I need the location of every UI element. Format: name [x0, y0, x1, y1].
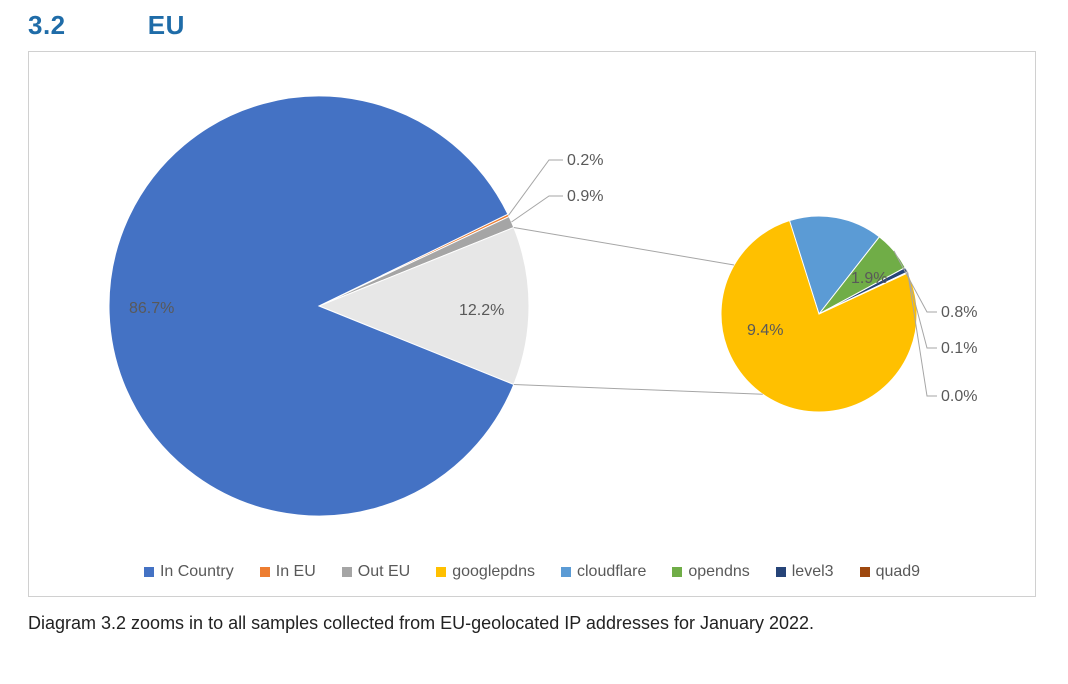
pie-of-pie-chart — [29, 52, 1035, 548]
legend-item: Out EU — [342, 563, 410, 581]
legend-swatch — [860, 567, 870, 577]
legend-label: opendns — [688, 563, 749, 581]
legend-swatch — [260, 567, 270, 577]
section-title: EU — [148, 10, 185, 40]
legend-swatch — [342, 567, 352, 577]
legend-swatch — [672, 567, 682, 577]
legend-item: level3 — [776, 563, 834, 581]
legend-item: In Country — [144, 563, 234, 581]
label-out-eu: 0.9% — [567, 188, 603, 206]
label-level3: 0.1% — [941, 340, 977, 358]
label-opendns: 0.8% — [941, 304, 977, 322]
section-heading: 3.2 EU — [28, 10, 1040, 41]
label-breakout: 12.2% — [459, 302, 504, 320]
legend-swatch — [144, 567, 154, 577]
legend-label: cloudflare — [577, 563, 646, 581]
legend-item: googlepdns — [436, 563, 535, 581]
legend-swatch — [436, 567, 446, 577]
page: 3.2 EU 86.7% 0.2% 0.9% 12.2% 9.4% 1.9% 0… — [0, 0, 1068, 684]
legend-label: In Country — [160, 563, 234, 581]
chart-area: 86.7% 0.2% 0.9% 12.2% 9.4% 1.9% 0.8% 0.1… — [29, 52, 1035, 548]
chart-legend: In Country In EU Out EU googlepdns cloudflar… — [29, 548, 1035, 596]
legend-label: In EU — [276, 563, 316, 581]
legend-item: cloudflare — [561, 563, 646, 581]
section-number: 3.2 — [28, 10, 140, 41]
chart-caption: Diagram 3.2 zooms in to all samples coll… — [28, 611, 848, 635]
label-cloudflare: 1.9% — [851, 270, 887, 288]
legend-label: googlepdns — [452, 563, 535, 581]
label-in-eu: 0.2% — [567, 152, 603, 170]
legend-item: In EU — [260, 563, 316, 581]
legend-label: quad9 — [876, 563, 921, 581]
label-googlepdns: 9.4% — [747, 322, 783, 340]
legend-label: level3 — [792, 563, 834, 581]
legend-item: quad9 — [860, 563, 921, 581]
label-in-country: 86.7% — [129, 300, 174, 318]
legend-swatch — [561, 567, 571, 577]
legend-label: Out EU — [358, 563, 410, 581]
legend-item: opendns — [672, 563, 749, 581]
chart-container: 86.7% 0.2% 0.9% 12.2% 9.4% 1.9% 0.8% 0.1… — [28, 51, 1036, 597]
legend-swatch — [776, 567, 786, 577]
label-quad9: 0.0% — [941, 388, 977, 406]
